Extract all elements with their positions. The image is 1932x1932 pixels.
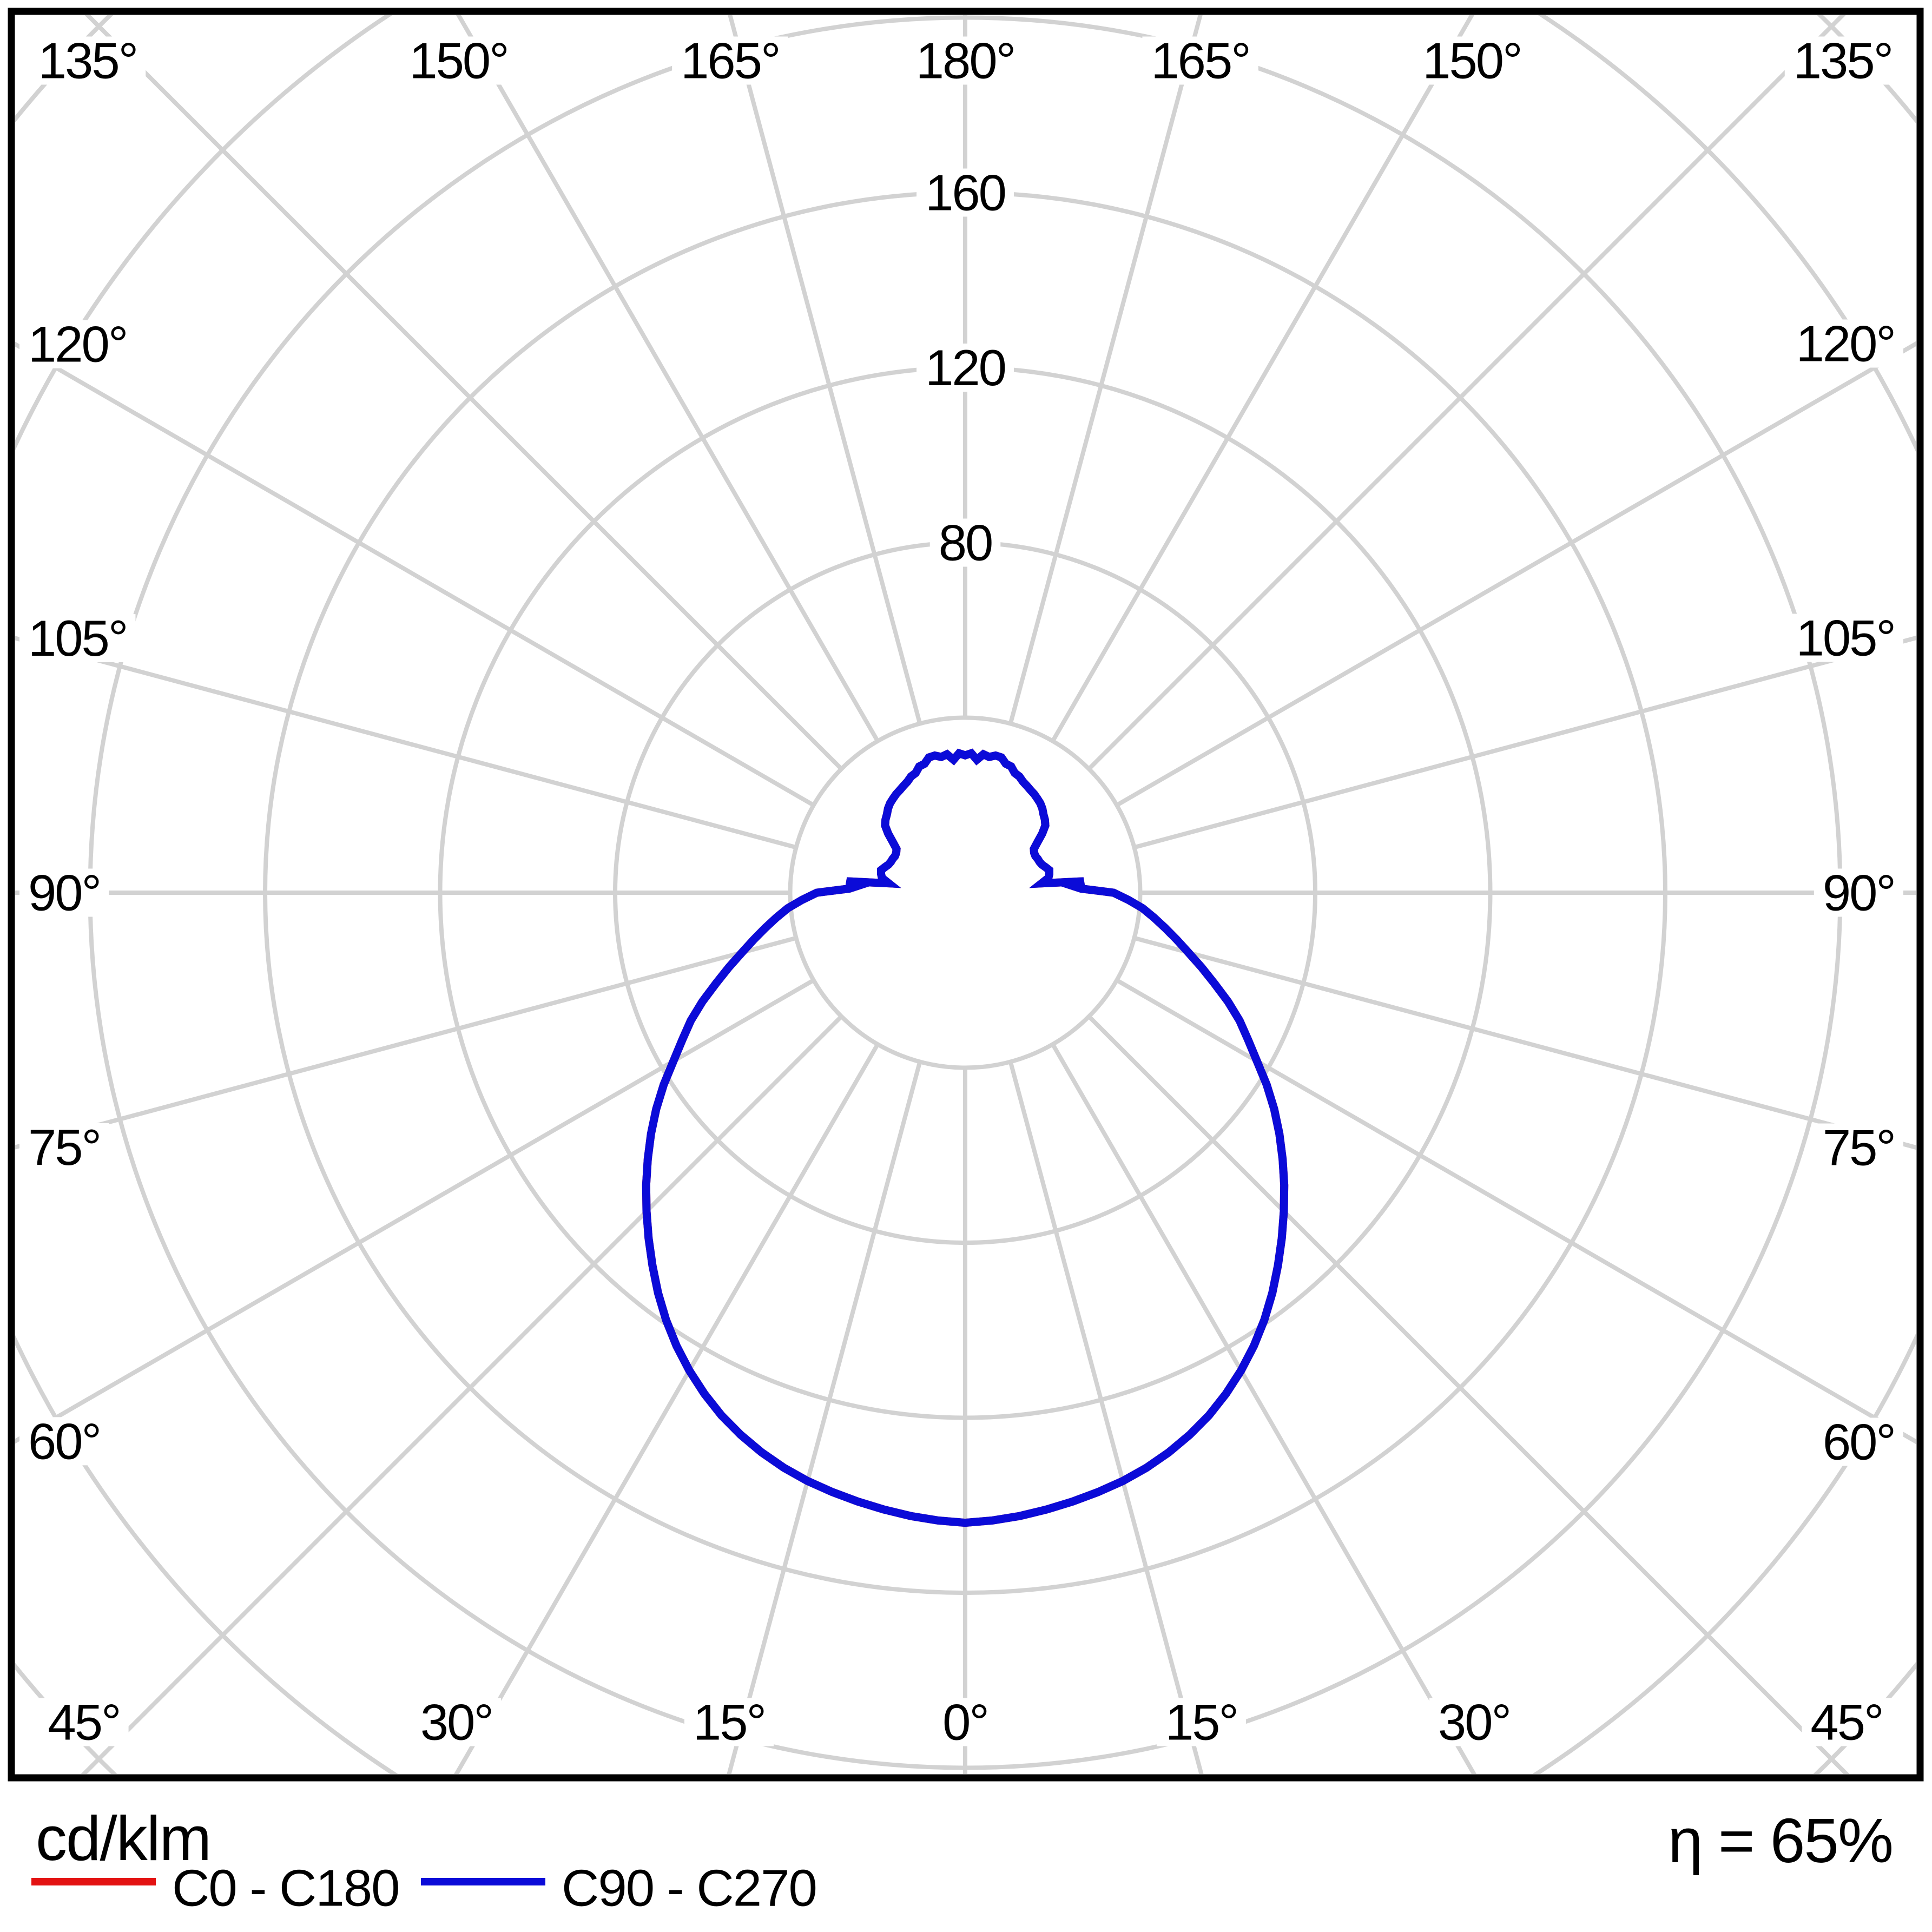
angle-label-165-left-bg	[672, 36, 788, 85]
grid-spoke-15	[1008, 1061, 1204, 1774]
angle-label-150-right-bg	[1414, 36, 1530, 85]
angle-label-75-left-bg	[19, 1123, 109, 1172]
grid-spoke-150	[1051, 15, 1475, 742]
grid-spoke-45	[1087, 1014, 1850, 1774]
legend-label-c90-c270: C90 - C270	[562, 1860, 816, 1917]
angle-label-0-right: 0°	[942, 1694, 988, 1751]
unit-label: cd/klm	[36, 1803, 210, 1874]
grid-labels: 80 120 160 0° 15° 15° 30° 30° 45° 45° 60° 60° 75° 75°…	[19, 32, 1903, 1751]
angle-label-150-left: 150°	[409, 32, 507, 89]
radial-label-160-bg	[916, 168, 1014, 217]
angle-label-60-right-bg	[1814, 1417, 1903, 1466]
angle-label-150-right: 150°	[1422, 32, 1521, 89]
radial-label-120: 120	[925, 339, 1005, 396]
grid-spoke-60	[1116, 978, 1916, 1445]
grid-spoke-120	[1116, 341, 1916, 807]
angle-label-60-left-bg	[19, 1417, 109, 1466]
legend: cd/klm C0 - C180 C90 - C270 η = 65%	[31, 1803, 1894, 1917]
angle-label-120-right: 120°	[1796, 315, 1895, 372]
radial-label-120-bg	[916, 344, 1014, 392]
radial-label-160: 160	[925, 164, 1005, 221]
angle-label-60-left: 60°	[28, 1413, 100, 1469]
angle-label-165-left: 165°	[681, 32, 779, 89]
angle-label-120-left-bg	[19, 320, 136, 368]
angle-label-15-right: 15°	[1165, 1694, 1237, 1751]
angle-label-105-right: 105°	[1796, 609, 1895, 666]
angle-label-105-right-bg	[1787, 614, 1903, 662]
angle-label-0-right-bg	[934, 1698, 997, 1746]
grid-spoke-30	[1051, 1043, 1477, 1774]
radial-label-80: 80	[939, 515, 992, 571]
legend-label-c0-c180: C0 - C180	[172, 1860, 399, 1917]
angle-label-90-left: 90°	[28, 865, 100, 921]
angle-label-135-left-bg	[29, 36, 146, 85]
angle-label-120-right-bg	[1787, 319, 1903, 368]
plot-border	[8, 8, 1924, 1782]
grid-spoke-195	[728, 15, 922, 724]
grid-spoke-300	[15, 978, 815, 1444]
grid-spoke-165	[1008, 15, 1203, 724]
angle-label-105-left: 105°	[28, 610, 127, 667]
angle-label-135-right: 135°	[1793, 32, 1892, 89]
angle-label-15-left-bg	[684, 1698, 774, 1746]
angle-label-120-left: 120°	[28, 316, 127, 373]
angle-label-105-left-bg	[19, 614, 136, 662]
intensity-curves	[642, 748, 1289, 1527]
curve-c90-c270	[642, 748, 1289, 1527]
angle-label-75-right: 75°	[1823, 1119, 1895, 1176]
angle-label-30-left-bg	[411, 1698, 502, 1746]
angle-label-60-right: 60°	[1823, 1413, 1895, 1470]
angle-label-90-left-bg	[19, 868, 109, 917]
angle-label-135-left: 135°	[38, 32, 137, 89]
grid-spoke-75	[1133, 935, 1916, 1150]
grid-spoke-285	[15, 935, 797, 1150]
grid-spoke-240	[15, 341, 815, 807]
angle-label-45-left: 45°	[48, 1694, 120, 1751]
angle-label-30-right-bg	[1429, 1698, 1519, 1746]
angle-label-180-right: 180°	[916, 32, 1014, 89]
angle-label-135-right-bg	[1784, 36, 1901, 85]
angle-label-90-right-bg	[1814, 868, 1903, 917]
angle-label-180-right-bg	[907, 36, 1024, 85]
angle-label-30-left: 30°	[420, 1694, 492, 1751]
angle-label-75-right-bg	[1814, 1123, 1903, 1172]
grid-spoke-255	[15, 636, 797, 850]
grid-spoke-330	[453, 1043, 880, 1774]
angle-label-165-right: 165°	[1151, 32, 1249, 89]
angle-label-150-left-bg	[400, 36, 517, 85]
grid-spoke-105	[1133, 635, 1916, 850]
angle-label-45-right-bg	[1802, 1698, 1891, 1746]
grid-spoke-345	[727, 1061, 922, 1774]
angle-label-15-right-bg	[1156, 1698, 1247, 1746]
angle-label-45-right: 45°	[1810, 1694, 1882, 1751]
angle-label-30-right: 30°	[1438, 1694, 1510, 1751]
radial-label-80-bg	[929, 518, 1001, 567]
efficiency-label: η = 65%	[1668, 1805, 1893, 1876]
angle-label-75-left: 75°	[28, 1119, 100, 1176]
angle-label-15-left: 15°	[693, 1694, 765, 1751]
angle-label-165-right-bg	[1142, 36, 1258, 85]
angle-label-45-left-bg	[39, 1698, 129, 1746]
grid-spoke-210	[456, 15, 880, 742]
angle-label-90-right: 90°	[1823, 865, 1895, 921]
